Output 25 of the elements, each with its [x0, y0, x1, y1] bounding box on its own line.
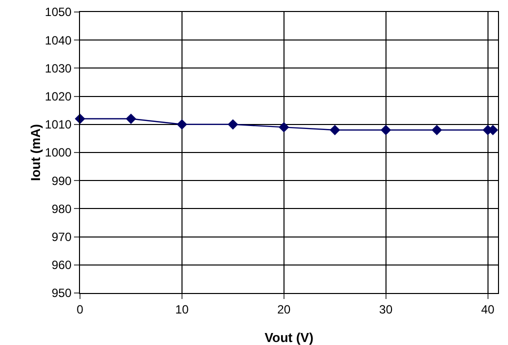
y-tick-label: 980 — [52, 202, 72, 216]
point — [278, 122, 290, 132]
y-tick-label: 960 — [52, 258, 72, 272]
y-tick-label: 1010 — [44, 118, 72, 132]
x-axis-title: Vout (V) — [264, 330, 314, 345]
point — [228, 119, 238, 130]
point — [330, 124, 340, 136]
point — [380, 124, 392, 136]
point — [176, 119, 188, 130]
point — [432, 124, 442, 136]
y-tick-label: 950 — [52, 286, 72, 300]
x-tick-label: 30 — [379, 302, 393, 316]
x-tick-label: 10 — [175, 302, 189, 316]
y-tick-label: 1030 — [44, 61, 72, 76]
x-tick-label: 0 — [76, 302, 84, 316]
y-tick-label: 1000 — [44, 146, 72, 160]
y-tick-label: 990 — [52, 174, 72, 188]
point — [126, 114, 136, 124]
x-tick-label: 40 — [481, 302, 495, 316]
y-tick-label: 970 — [52, 230, 72, 244]
y-tick-label: 1050 — [44, 5, 72, 20]
y-axis-title: Iout (mA) — [28, 124, 43, 182]
y-tick-label: 1020 — [44, 90, 72, 104]
y-tick-label: 1040 — [44, 33, 72, 48]
x-tick-label: 20 — [277, 302, 291, 316]
